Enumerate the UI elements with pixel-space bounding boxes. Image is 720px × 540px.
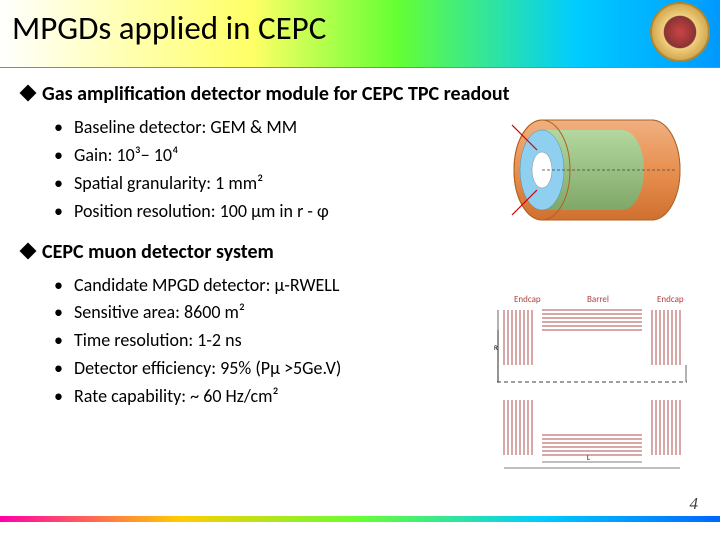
slide-title: MPGDs applied in CEPC <box>12 8 326 48</box>
section2-title-text: CEPC muon detector system <box>42 240 274 264</box>
section2-title: CEPC muon detector system <box>22 240 698 264</box>
svg-text:R: R <box>494 343 498 352</box>
tpc-detector-figure <box>502 105 692 235</box>
diamond-bullet-icon <box>20 85 37 102</box>
muon-detector-figure: Endcap Barrel Endcap <box>492 290 692 475</box>
endcap-label-right: Endcap <box>657 294 684 305</box>
page-number: 4 <box>690 494 699 514</box>
svg-text:L: L <box>587 453 590 462</box>
endcap-label-left: Endcap <box>514 294 541 305</box>
section1-title: Gas amplification detector module for CE… <box>22 82 698 106</box>
slide-header: MPGDs applied in CEPC <box>0 0 720 68</box>
footer-gradient-bar <box>0 516 720 522</box>
section1-title-text: Gas amplification detector module for CE… <box>42 82 510 106</box>
diamond-bullet-icon <box>20 242 37 259</box>
barrel-label: Barrel <box>587 294 609 305</box>
university-logo-icon <box>650 2 710 62</box>
